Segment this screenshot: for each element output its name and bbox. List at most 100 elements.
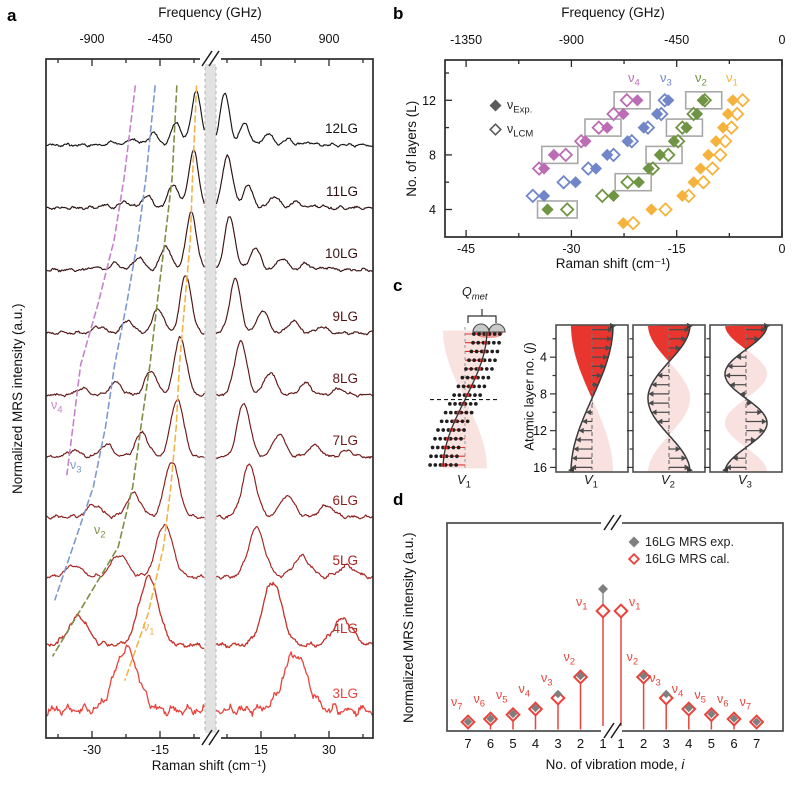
mode-panel-V1 <box>550 322 629 474</box>
exp-marker <box>576 671 585 681</box>
highlight-box <box>536 200 578 219</box>
scatter-point-exp <box>579 135 592 148</box>
scatter-point-exp <box>709 135 723 148</box>
scatter-point-lcm <box>594 188 610 204</box>
highlight-box <box>665 118 704 137</box>
scatter-point-exp <box>547 148 560 161</box>
panel-a-y-axis-title: Normalized MRS intensity (a.u.) <box>10 303 26 495</box>
stem-nu5-L <box>505 706 521 730</box>
exp-marker <box>684 703 693 713</box>
mode-panel-frame <box>709 324 783 473</box>
exp-marker <box>729 714 739 723</box>
mode-label-nu3: ν3 <box>70 458 82 476</box>
scatter-point-exp <box>650 107 664 121</box>
tick-label: 8 <box>429 148 436 162</box>
legend-16lg-exp-label: 16LG MRS exp. <box>645 535 734 549</box>
mode-label-nu4: ν4 <box>51 398 63 416</box>
stem-nu7-R <box>748 714 765 730</box>
stem-label-nu7-R: ν7 <box>739 695 752 713</box>
guide-line-nu2 <box>52 85 178 657</box>
tick-label: 12 <box>422 94 436 108</box>
stem-nu6-R <box>726 711 742 730</box>
cal-marker <box>595 603 611 619</box>
v-label-V2: V2 <box>661 472 675 491</box>
legend-item-16lg-cal: 16LG MRS cal. <box>628 552 730 566</box>
tick-label: 0 <box>779 33 786 47</box>
scatter-point-exp <box>696 94 709 107</box>
tick-label: 7 <box>753 736 760 751</box>
stem-label-nu5-L: ν5 <box>496 687 508 706</box>
scatter-point-exp <box>680 121 693 134</box>
panel-label-b: b <box>393 4 404 23</box>
spectrum-9LG <box>45 275 374 336</box>
scatter-series-nu3 <box>525 92 675 204</box>
scatter-point-exp <box>721 107 735 121</box>
scatter-point-exp <box>662 94 675 107</box>
metal-particle <box>472 323 490 333</box>
tick-label: -15 <box>668 242 686 256</box>
legend-exp-label: νExp. <box>507 98 533 116</box>
legend-lcm-label: νLCM <box>507 122 534 140</box>
mode-lobe <box>725 398 767 448</box>
tick-label: 900 <box>319 32 340 46</box>
panel-d-x-axis-title: No. of vibration mode, i <box>545 757 685 772</box>
series-label-nu4: ν4 <box>628 70 640 89</box>
stem-nu3-L <box>550 689 566 730</box>
tick-label: -15 <box>151 743 169 757</box>
filled-diamond-icon <box>628 536 640 548</box>
tick-label: 4 <box>685 736 692 751</box>
tick-label: -450 <box>664 33 689 47</box>
trace-label-5LG: 5LG <box>332 553 358 568</box>
scatter-point-exp <box>607 189 620 202</box>
mode-lobe <box>725 447 767 472</box>
spectrum-11LG <box>45 149 374 211</box>
stem-label-nu4-R: ν4 <box>671 682 684 700</box>
filled-diamond-icon <box>489 99 502 112</box>
stem-nu1-L <box>595 584 611 730</box>
spectrum-10LG <box>45 211 374 273</box>
scatter-point-exp <box>687 176 700 189</box>
scatter-point-exp <box>702 148 715 161</box>
scatter-point-exp <box>537 162 551 175</box>
trace-label-11LG: 11LG <box>326 184 358 199</box>
tick-label: 2 <box>640 736 647 751</box>
tick-label: 1 <box>617 736 624 751</box>
highlight-box <box>541 145 579 165</box>
scatter-point-exp <box>617 217 630 230</box>
scatter-point-exp <box>694 162 707 175</box>
scatter-point-exp <box>690 107 704 121</box>
exp-marker <box>463 717 473 726</box>
scatter-point-lcm <box>724 120 739 135</box>
scatter-point-exp <box>601 121 614 134</box>
panel-c: 4 8 12 16 <box>428 309 783 475</box>
tick-label: 3 <box>554 736 561 751</box>
exp-marker <box>598 584 608 594</box>
scatter-point-lcm <box>606 106 621 122</box>
guide-line-nu4 <box>66 85 137 476</box>
scatter-point-exp <box>537 189 551 202</box>
tick-label: 3 <box>663 736 670 751</box>
trace-label-3LG: 3LG <box>332 686 358 701</box>
trace-label-12LG: 12LG <box>325 121 358 136</box>
panel-d-y-axis-title: Normalized MRS intensity (a.u.) <box>401 532 417 724</box>
legend-item-lcm: νLCM <box>489 122 534 140</box>
cal-marker <box>613 603 629 619</box>
mode-curve <box>724 325 768 472</box>
scatter-point-lcm <box>559 202 575 217</box>
stem-label-nu3-L: ν3 <box>541 671 553 689</box>
scatter-point-lcm <box>705 161 720 176</box>
panel-label-a: a <box>7 6 17 25</box>
scatter-point-exp <box>617 107 630 121</box>
tick-label: 12 <box>533 424 547 438</box>
tick-label: 16 <box>533 461 547 475</box>
stem-label-nu6-L: ν6 <box>473 692 486 710</box>
tick-label: 6 <box>487 736 494 751</box>
scatter-point-lcm <box>712 147 728 163</box>
exp-marker <box>486 714 495 723</box>
scatter-point-exp <box>726 94 739 107</box>
scatter-point-lcm <box>556 174 572 190</box>
tick-label: 5 <box>509 736 516 751</box>
exp-marker <box>707 709 716 719</box>
tick-label: 1 <box>599 736 606 751</box>
tick-label: -45 <box>457 242 475 256</box>
